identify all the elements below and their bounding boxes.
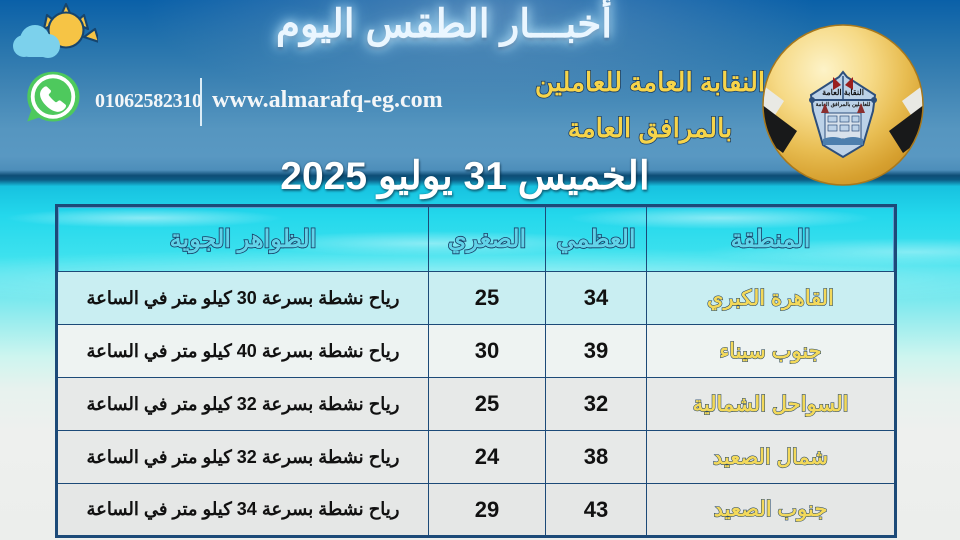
svg-text:النقابة العامة: النقابة العامة xyxy=(822,88,864,97)
